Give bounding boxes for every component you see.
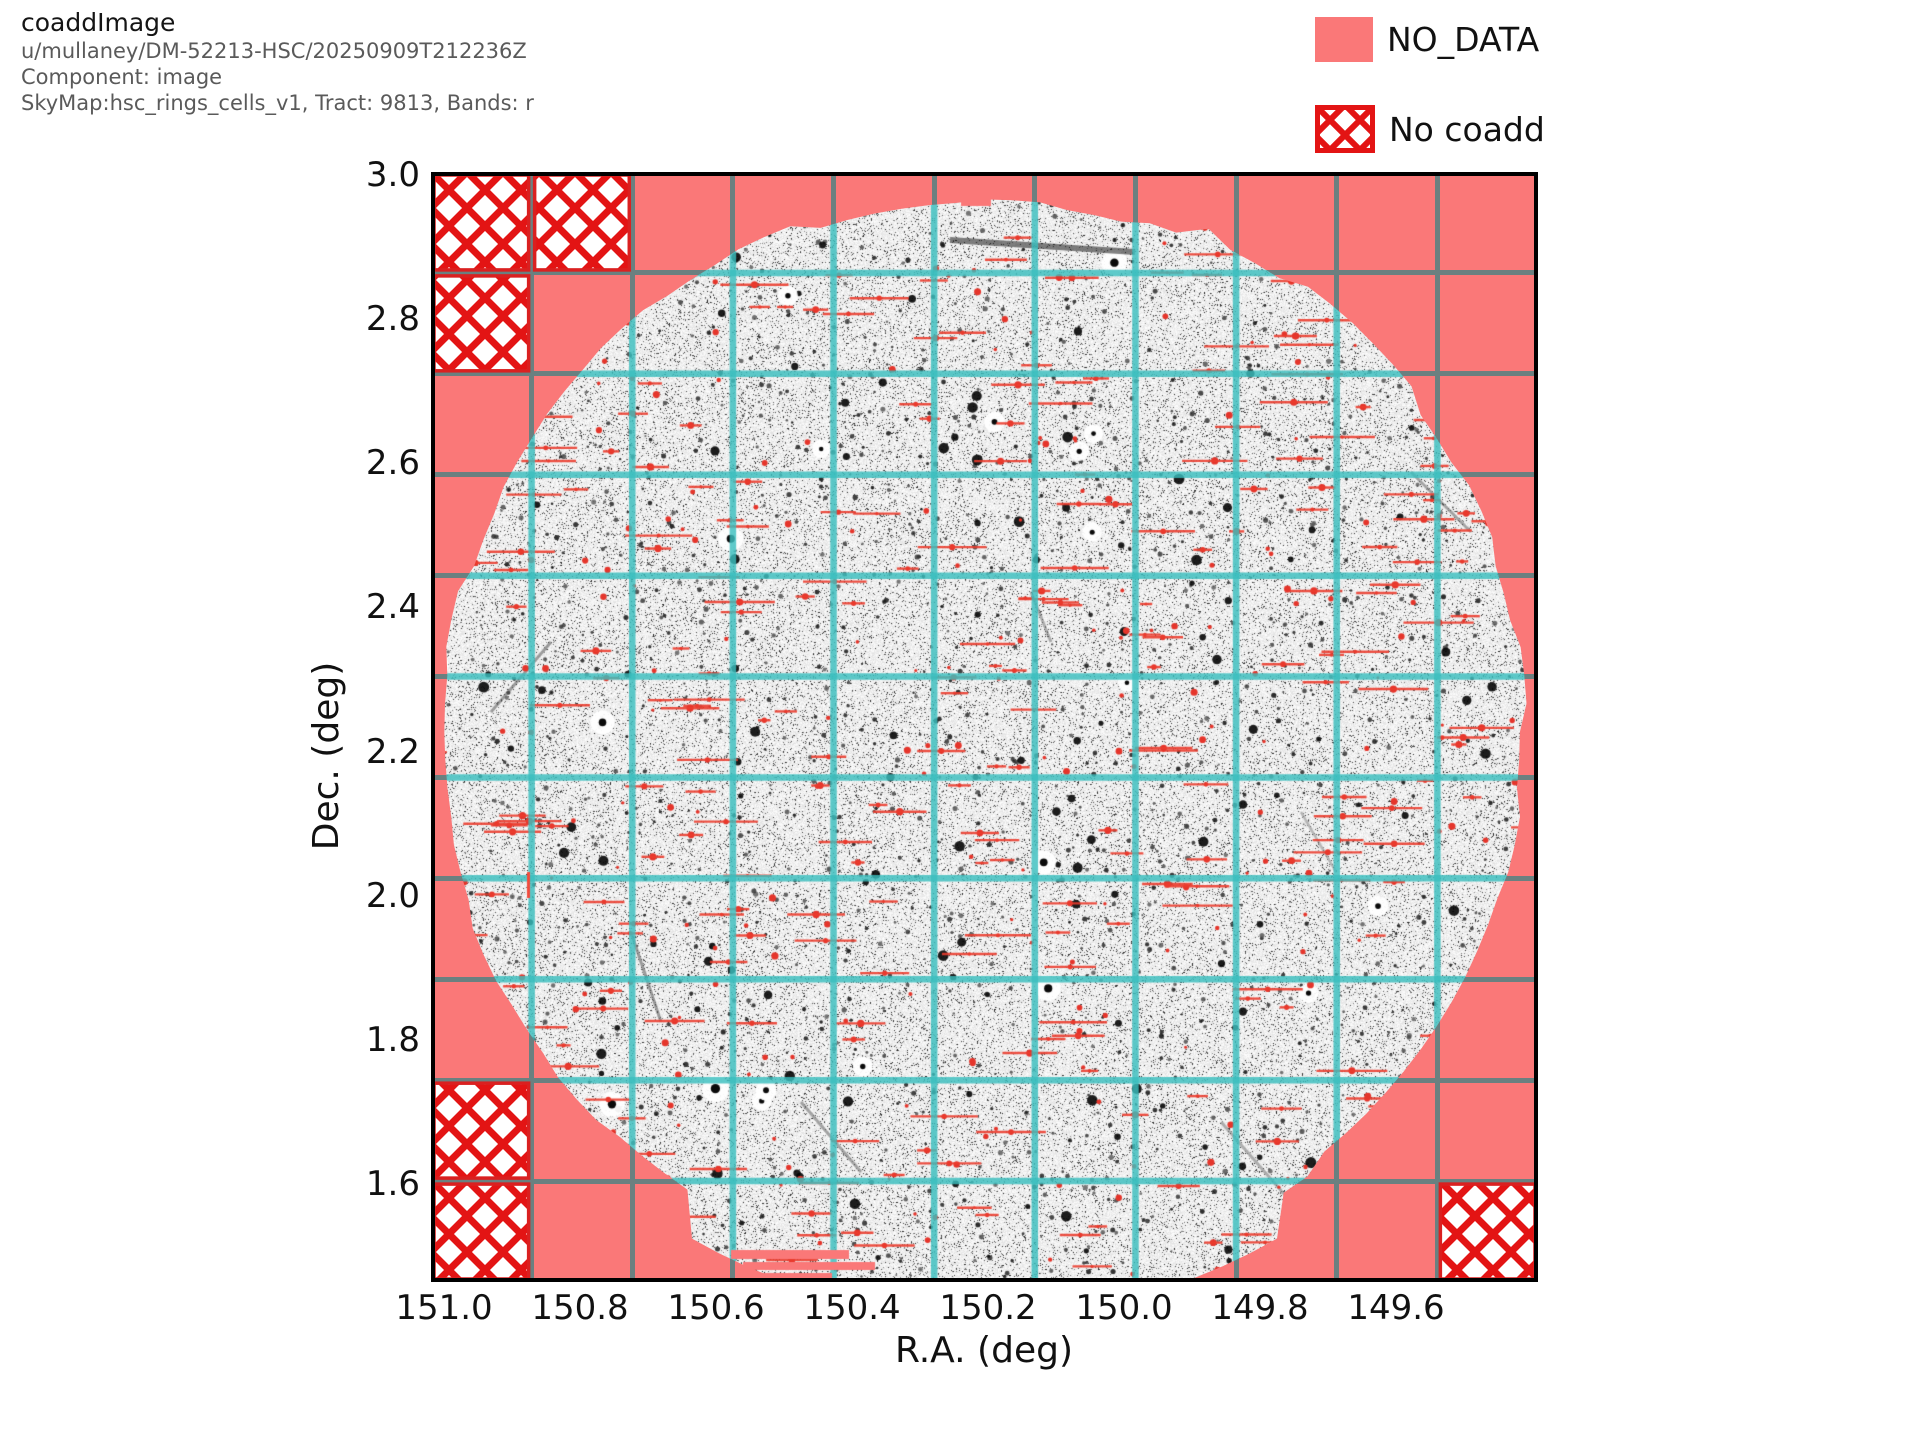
no-coadd-patch <box>434 175 529 270</box>
y-axis-label: Dec. (deg) <box>306 661 347 851</box>
x-axis-label: R.A. (deg) <box>895 1330 1073 1371</box>
y-tick-label: 2.0 <box>365 875 420 916</box>
legend-item-no-data: NO_DATA <box>1315 17 1539 62</box>
no-coadd-label: No coadd <box>1389 109 1545 149</box>
y-tick-label: 2.2 <box>365 731 420 772</box>
x-tick-label: 150.2 <box>939 1288 1037 1328</box>
no-coadd-swatch <box>1315 105 1375 153</box>
x-tick-label: 150.6 <box>667 1288 765 1328</box>
y-tick-label: 1.6 <box>365 1163 420 1204</box>
y-tick-label: 3.0 <box>365 155 420 195</box>
y-tick-label: 2.4 <box>365 587 420 628</box>
header-skymap-tract-bands: SkyMap:hsc_rings_cells_v1, Tract: 9813, … <box>21 91 534 115</box>
no-coadd-patch <box>534 175 630 270</box>
no-coadd-patches <box>432 173 1537 1281</box>
page-title: coaddImage <box>21 8 176 37</box>
x-tick-label: 149.8 <box>1211 1288 1309 1328</box>
x-tick-label: 151.0 <box>395 1288 493 1328</box>
x-tick-label: 150.8 <box>531 1288 629 1328</box>
coadd-image-field <box>444 199 1527 1282</box>
header-run-collection: u/mullaney/DM-52213-HSC/20250909T212236Z <box>21 39 527 63</box>
x-tick-label: 150.4 <box>803 1288 901 1328</box>
no-data-swatch <box>1315 17 1373 62</box>
no-coadd-patch <box>1440 1184 1535 1279</box>
no-coadd-patch <box>434 275 529 371</box>
y-tick-label: 1.8 <box>365 1019 420 1060</box>
header: coaddImage u/mullaney/DM-52213-HSC/20250… <box>21 8 534 116</box>
no-coadd-patch <box>434 1083 529 1179</box>
no-coadd-patch <box>434 1184 529 1279</box>
sky-plot <box>431 172 1538 1282</box>
y-tick-label: 2.6 <box>365 443 420 484</box>
y-tick-label: 2.8 <box>365 299 420 340</box>
no-data-label: NO_DATA <box>1387 20 1540 59</box>
x-tick-label: 150.0 <box>1075 1288 1173 1328</box>
x-tick-label: 149.6 <box>1347 1288 1445 1328</box>
header-component: Component: image <box>21 65 223 89</box>
axes-frame <box>431 172 1538 1282</box>
legend-item-no-coadd: No coadd <box>1315 105 1545 153</box>
